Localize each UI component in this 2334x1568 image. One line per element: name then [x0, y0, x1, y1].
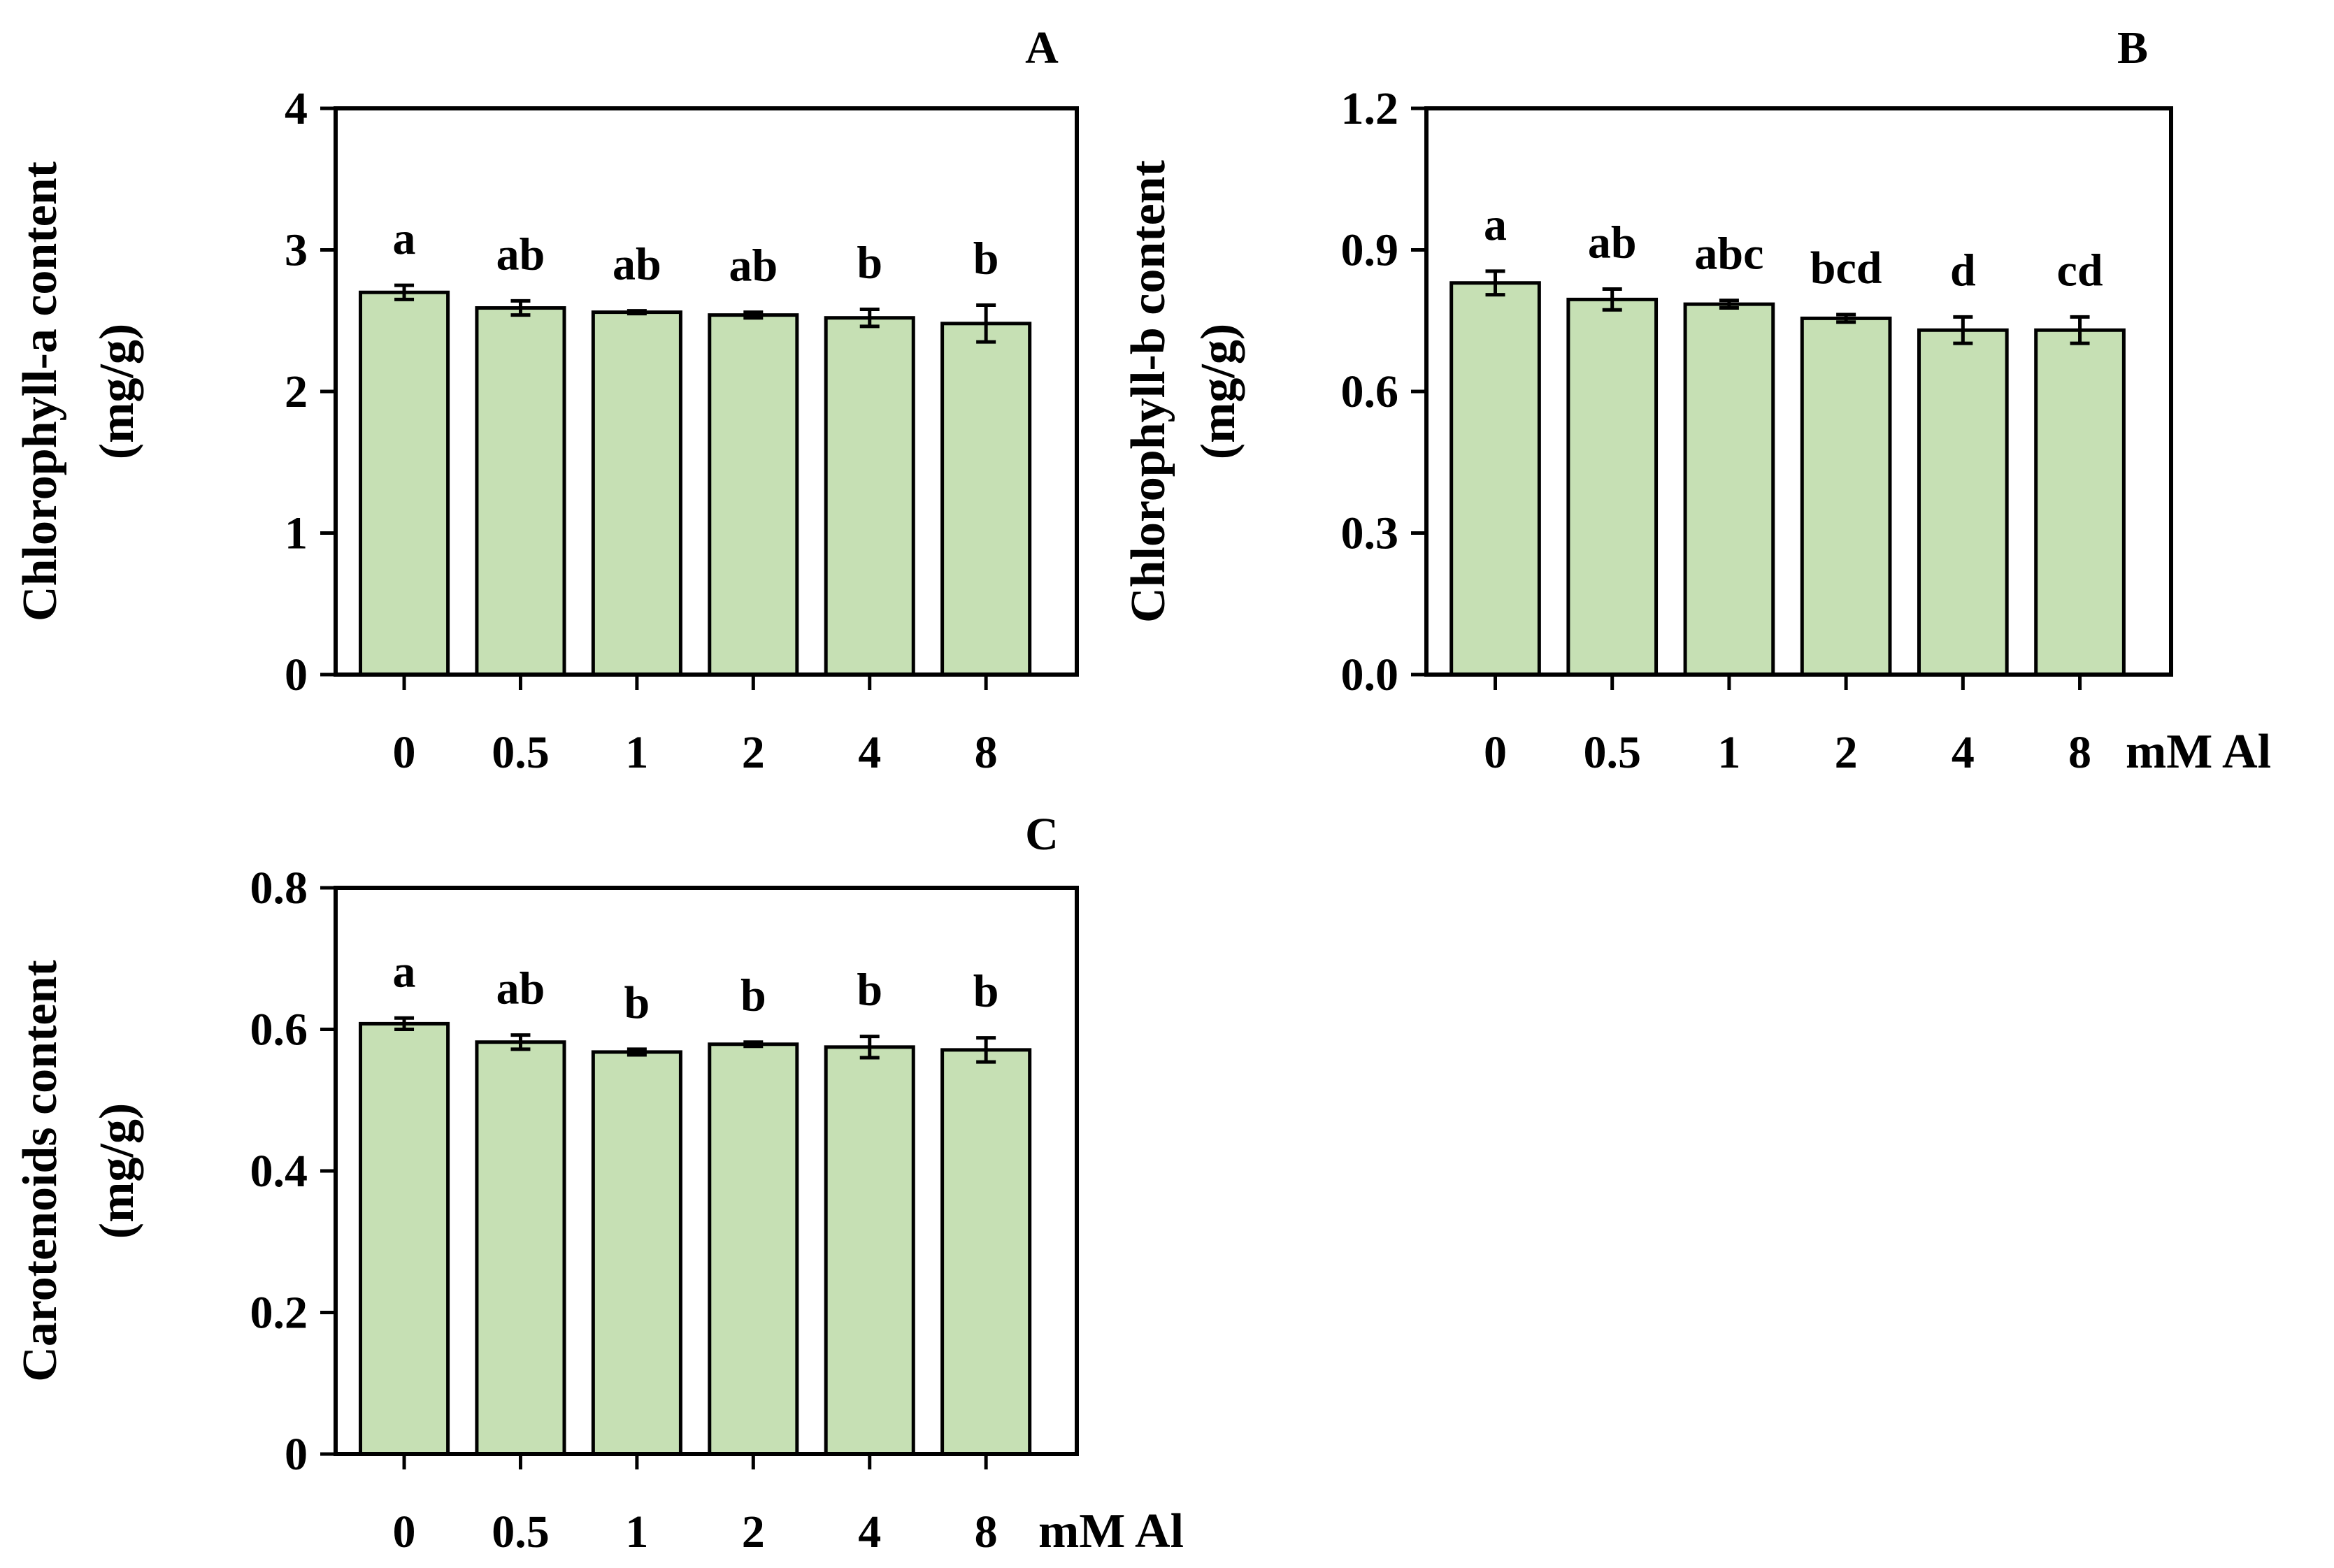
significance-letter: b [857, 238, 882, 289]
bar [1566, 297, 1659, 677]
x-tick-label: 0 [393, 727, 416, 778]
y-tick-label: 1.2 [1341, 83, 1399, 134]
x-tick-label: 0 [393, 1506, 416, 1558]
significance-letter: b [973, 233, 999, 284]
y-tick-label: 0.2 [250, 1288, 308, 1339]
significance-letter: abc [1694, 229, 1763, 280]
y-tick-label: 0.8 [250, 863, 308, 914]
y-axis-label: Chlorophyll-a content [13, 161, 67, 621]
bar [824, 316, 915, 677]
bar [1917, 328, 2009, 677]
bar [940, 322, 1032, 677]
bar [475, 306, 566, 677]
x-tick-label: 4 [858, 1506, 881, 1558]
bar [708, 313, 799, 677]
bar [591, 1050, 682, 1456]
panel-b: Ba 0 ab 0.5 abc 1 bcd 2 d 4 cd 8 0.0 0.3 0.6 0.9 1.2 Chlo… [1122, 22, 2271, 779]
y-tick-label: 0 [285, 649, 308, 700]
significance-letter: a [1484, 199, 1507, 250]
significance-letter: b [740, 970, 766, 1021]
bar [1683, 302, 1775, 677]
x-tick-label: 2 [742, 1506, 765, 1558]
significance-letter: b [973, 966, 999, 1017]
panel-a: Aa 0 ab 0.5 ab 1 ab 2 b 4 b 8 0 1 2 3 4 Chlorophyll-a con… [13, 22, 1079, 778]
bar [708, 1042, 799, 1456]
y-axis-label: Chlorophyll-b content [1122, 160, 1175, 623]
significance-letter: ab [613, 239, 661, 290]
x-axis-unit-label: mM Al [1038, 1504, 1184, 1558]
significance-letter: a [393, 946, 416, 997]
x-tick-label: 8 [975, 1506, 998, 1558]
bar [359, 1021, 450, 1456]
plot-frame [334, 886, 1079, 1456]
x-tick-label: 0.5 [492, 1506, 550, 1558]
x-tick-label: 4 [858, 727, 881, 778]
panel-c: Ca 0 ab 0.5 b 1 b 2 b 4 b 8 0 0.2 0.4 0.6 0.8 Carotenoids… [13, 809, 1184, 1558]
bar [591, 310, 682, 677]
significance-letter: a [393, 213, 416, 264]
significance-letter: ab [496, 963, 545, 1014]
significance-letter: b [624, 977, 650, 1028]
y-tick-label: 0.6 [250, 1005, 308, 1056]
y-tick-label: 0.4 [250, 1146, 308, 1197]
bar [359, 290, 450, 677]
plot-frame [334, 106, 1079, 677]
y-axis-unit: (mg/g) [90, 324, 144, 459]
y-tick-label: 3 [285, 225, 308, 276]
x-tick-label: 1 [625, 1506, 648, 1558]
plot-frame [1424, 106, 2173, 677]
significance-letter: d [1950, 245, 1976, 296]
bar [2034, 328, 2126, 677]
y-tick-label: 0 [285, 1429, 308, 1480]
significance-letter: ab [496, 229, 545, 280]
y-tick-label: 4 [285, 83, 308, 134]
significance-letter: bcd [1810, 243, 1882, 294]
x-tick-label: 0 [1484, 727, 1507, 778]
bar [1800, 316, 1892, 677]
x-tick-label: 8 [2068, 727, 2091, 778]
bar [940, 1048, 1032, 1456]
x-tick-label: 2 [742, 727, 765, 778]
x-tick-label: 1 [625, 727, 648, 778]
y-tick-label: 0.3 [1341, 508, 1399, 559]
y-tick-label: 2 [285, 366, 308, 417]
significance-letter: b [857, 965, 882, 1016]
bar [824, 1045, 915, 1456]
x-tick-label: 8 [975, 727, 998, 778]
y-tick-label: 0.0 [1341, 649, 1399, 700]
significance-letter: ab [729, 240, 778, 292]
y-tick-label: 0.6 [1341, 366, 1399, 417]
y-tick-label: 0.9 [1341, 225, 1399, 276]
panel-label: C [1025, 809, 1059, 860]
panel-label: A [1025, 22, 1059, 73]
significance-letter: ab [1588, 217, 1637, 268]
x-tick-label: 0.5 [1583, 727, 1641, 778]
significance-letter: cd [2057, 245, 2103, 296]
panel-label: B [2117, 22, 2148, 73]
y-axis-label: Carotenoids content [13, 960, 67, 1381]
bar [1449, 281, 1541, 677]
x-tick-label: 2 [1835, 727, 1858, 778]
y-axis-unit: (mg/g) [1191, 324, 1245, 459]
bar [475, 1040, 566, 1456]
x-tick-label: 0.5 [492, 727, 550, 778]
y-axis-unit: (mg/g) [90, 1103, 144, 1239]
x-tick-label: 4 [1952, 727, 1975, 778]
x-axis-unit-label: mM Al [2126, 725, 2271, 779]
y-tick-label: 1 [285, 508, 308, 559]
x-tick-label: 1 [1717, 727, 1740, 778]
